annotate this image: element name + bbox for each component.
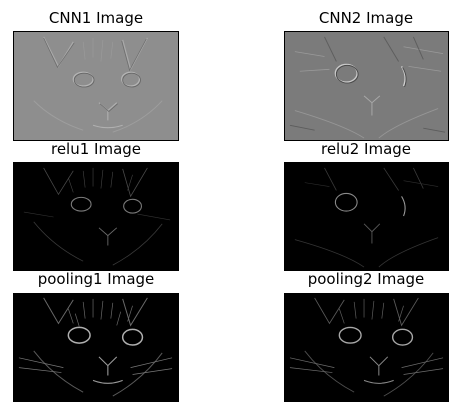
feature-map-cnn1: [13, 31, 179, 141]
panel-title-relu2: relu2 Image: [320, 140, 412, 158]
panel-title-pooling1: pooling1 Image: [37, 270, 155, 288]
cnn2-image-graphic: [285, 32, 448, 140]
cnn1-image-graphic: [14, 32, 178, 140]
feature-map-relu2: [284, 162, 449, 271]
feature-map-pooling1: [13, 293, 179, 402]
feature-map-cnn2: [284, 31, 449, 141]
pooling1-image-graphic: [14, 294, 178, 401]
pooling2-image-graphic: [285, 294, 448, 401]
panel-title-pooling2: pooling2 Image: [307, 270, 425, 288]
relu2-image-graphic: [285, 163, 448, 270]
feature-map-relu1: [13, 162, 179, 271]
relu1-image-graphic: [14, 163, 178, 270]
feature-map-pooling2: [284, 293, 449, 402]
panel-title-cnn2: CNN2 Image: [318, 9, 414, 27]
panel-title-cnn1: CNN1 Image: [48, 9, 144, 27]
panel-title-relu1: relu1 Image: [50, 140, 142, 158]
